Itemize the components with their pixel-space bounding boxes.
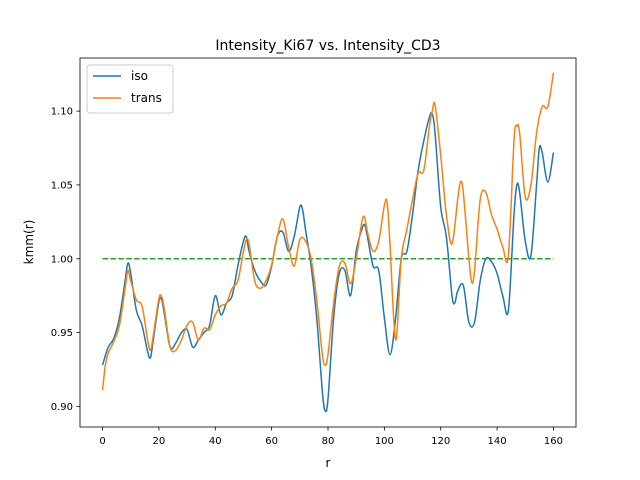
y-tick-label: 1.10 [51, 107, 73, 118]
y-axis: 0.90 0.95 1.00 1.05 1.10 [51, 107, 80, 413]
x-tick-label: 0 [99, 436, 105, 447]
y-axis-label: kmm(r) [22, 220, 36, 265]
y-tick-label: 1.05 [51, 181, 73, 192]
x-tick-label: 80 [322, 436, 335, 447]
x-tick-label: 60 [265, 436, 278, 447]
x-tick-label: 140 [488, 436, 507, 447]
legend-label-iso: iso [131, 69, 148, 83]
series-layer [101, 72, 555, 413]
legend-box [86, 64, 174, 114]
y-tick-label: 1.00 [51, 254, 73, 265]
x-tick-label: 100 [375, 436, 394, 447]
legend: iso trans [86, 64, 174, 114]
series-line-trans [101, 72, 555, 391]
x-tick-label: 160 [544, 436, 563, 447]
y-tick-label: 0.90 [51, 402, 73, 413]
x-axis: 0 20 40 60 80 100 120 140 160 [99, 427, 563, 447]
x-tick-label: 20 [153, 436, 166, 447]
x-tick-label: 40 [209, 436, 222, 447]
chart-title: Intensity_Ki67 vs. Intensity_CD3 [215, 38, 440, 54]
y-tick-label: 0.95 [51, 328, 73, 339]
x-axis-label: r [326, 456, 331, 470]
x-tick-label: 120 [431, 436, 450, 447]
legend-label-trans: trans [131, 91, 162, 105]
